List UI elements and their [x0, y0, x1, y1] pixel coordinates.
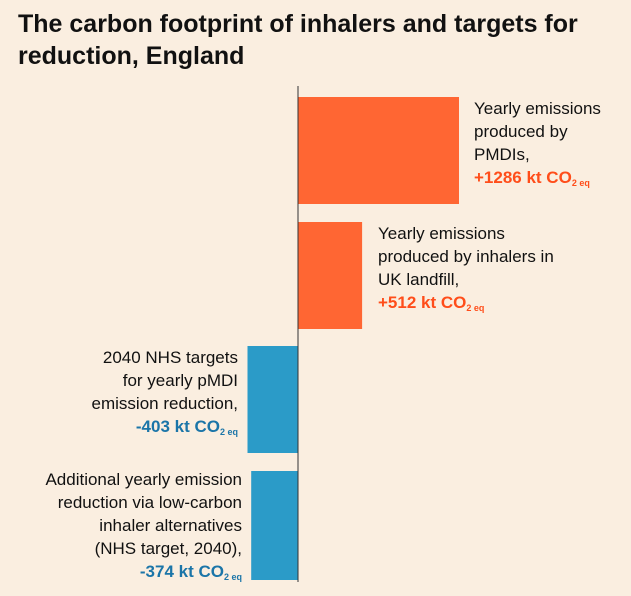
- value-unit-subscript: 2 eq: [571, 178, 590, 188]
- bar-1: [298, 97, 459, 204]
- bar-label-line: for yearly pMDI: [122, 371, 238, 390]
- bar-label-line: (NHS target, 2040),: [94, 539, 242, 558]
- value-number: -403: [135, 417, 170, 436]
- value-unit: kt CO: [521, 168, 572, 187]
- bar-label-line: Yearly emissions: [474, 99, 601, 118]
- value-unit-subscript: 2 eq: [466, 303, 485, 313]
- value-unit-subscript: 2 eq: [223, 572, 242, 582]
- bar-label-line: produced by inhalers in: [378, 247, 554, 266]
- value-number: -374: [139, 562, 174, 581]
- bar-label-3: 2040 NHS targets for yearly pMDI emission …: [92, 346, 238, 444]
- value-unit: kt CO: [169, 417, 220, 436]
- bar-label-line: produced by: [474, 122, 568, 141]
- bar-label-1: Yearly emissions produced by PMDIs, +1286 k…: [474, 97, 601, 195]
- bar-label-4: Additional yearly emission reduction via …: [45, 468, 242, 589]
- bar-label-2: Yearly emissions produced by inhalers in U…: [378, 222, 554, 320]
- bar-label-line: reduction via low-carbon: [57, 493, 242, 512]
- bar-4: [251, 471, 298, 580]
- bar-value-label: +1286 kt CO2 eq: [474, 166, 601, 195]
- value-unit-subscript: 2 eq: [219, 427, 238, 437]
- bars-group: [247, 97, 459, 580]
- bar-label-line: PMDIs,: [474, 145, 530, 164]
- bar-3: [247, 346, 298, 453]
- bar-label-line: inhaler alternatives: [99, 516, 242, 535]
- bar-label-line: emission reduction,: [91, 394, 238, 413]
- value-unit: kt CO: [173, 562, 224, 581]
- bar-label-line: UK landfill,: [378, 270, 460, 289]
- bar-label-line: Additional yearly emission: [45, 470, 242, 489]
- bar-value-label: -374 kt CO2 eq: [45, 560, 242, 589]
- bar-value-label: -403 kt CO2 eq: [92, 415, 238, 444]
- bar-label-line: 2040 NHS targets: [102, 348, 238, 367]
- value-number: +1286: [474, 168, 522, 187]
- value-unit: kt CO: [416, 293, 467, 312]
- value-number: +512: [378, 293, 417, 312]
- bar-label-line: Yearly emissions: [378, 224, 505, 243]
- chart-title: The carbon footprint of inhalers and tar…: [18, 10, 578, 70]
- bar-2: [298, 222, 363, 329]
- bar-value-label: +512 kt CO2 eq: [378, 291, 554, 320]
